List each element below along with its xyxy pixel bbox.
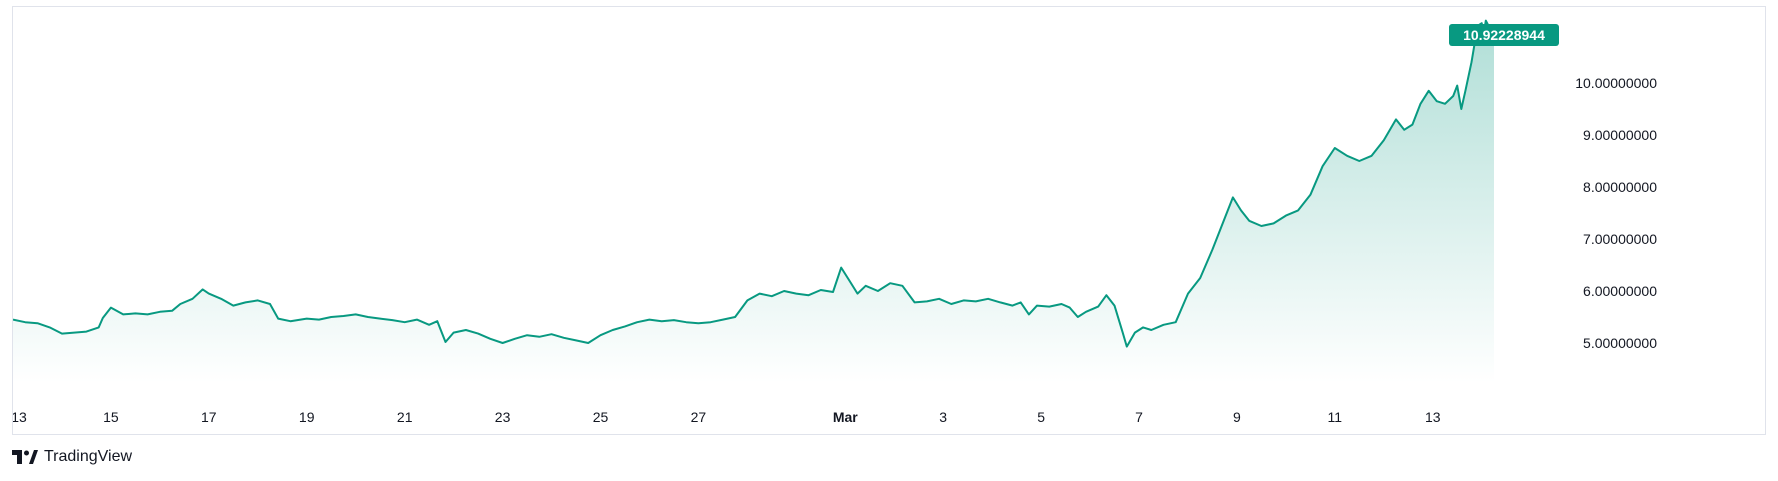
y-tick-label: 8.00000000 xyxy=(1583,179,1657,195)
y-tick-label: 9.00000000 xyxy=(1583,127,1657,143)
chart-frame: 13 15 17 19 21 23 25 27 Mar 3 5 7 9 11 13 5.00000000 6.… xyxy=(12,6,1766,435)
price-line xyxy=(13,19,1495,348)
x-tick-label: 19 xyxy=(299,409,315,425)
price-area-fill xyxy=(13,20,1494,383)
last-price-label: 10.92228944 xyxy=(1463,27,1545,43)
price-chart[interactable]: 13 15 17 19 21 23 25 27 Mar 3 5 7 9 11 13 5.00000000 6.… xyxy=(13,7,1767,436)
x-tick-label: 13 xyxy=(13,409,27,425)
y-tick-label: 5.00000000 xyxy=(1583,335,1657,351)
brand[interactable]: TradingView xyxy=(12,448,132,466)
x-tick-label: 3 xyxy=(939,409,947,425)
x-tick-label: 15 xyxy=(103,409,119,425)
tradingview-logo-icon xyxy=(12,450,38,464)
x-tick-label: 25 xyxy=(593,409,609,425)
x-tick-label: 23 xyxy=(495,409,511,425)
x-tick-label: 5 xyxy=(1037,409,1045,425)
last-price-label-bg xyxy=(1449,24,1559,46)
x-tick-label: 21 xyxy=(397,409,413,425)
brand-name: TradingView xyxy=(44,448,133,465)
y-tick-label: 7.00000000 xyxy=(1583,231,1657,247)
x-tick-label: 27 xyxy=(691,409,707,425)
x-tick-label: Mar xyxy=(833,409,858,425)
x-tick-label: 13 xyxy=(1425,409,1441,425)
x-tick-label: 17 xyxy=(201,409,217,425)
x-tick-label: 9 xyxy=(1233,409,1241,425)
x-tick-label: 7 xyxy=(1135,409,1143,425)
y-tick-label: 10.00000000 xyxy=(1575,75,1657,91)
x-tick-label: 11 xyxy=(1328,409,1343,425)
y-tick-label: 6.00000000 xyxy=(1583,283,1657,299)
